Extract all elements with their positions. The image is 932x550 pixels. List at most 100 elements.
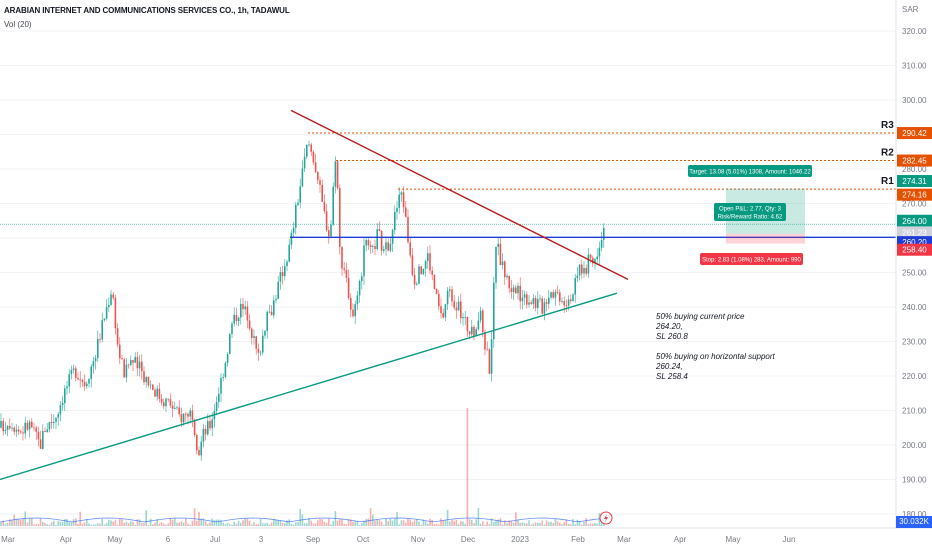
- target-label-text: Target: 13.08 (5.01%) 1308, Amount: 1046…: [689, 170, 811, 176]
- volume-bar-77: [169, 518, 172, 526]
- volume-bar-40: [88, 523, 90, 526]
- volume-bar-241: [530, 524, 532, 526]
- descending-trendline[interactable]: [290, 109, 629, 281]
- entry-price-tag: 261.23: [897, 226, 932, 239]
- volume-bar-18: [39, 518, 42, 526]
- candle-body-113: [248, 320, 251, 329]
- volume-bar-92: [202, 518, 205, 526]
- candle-body-234: [515, 287, 517, 294]
- candle-body-167: [367, 240, 370, 246]
- volume-bar-264: [581, 524, 583, 526]
- current-price-tag-bg: [897, 214, 932, 227]
- candle-body-137: [301, 168, 304, 187]
- volume-bar-273: [600, 519, 603, 526]
- volume-bar-235: [517, 519, 519, 526]
- volume-bar-187: [411, 521, 414, 526]
- candle-body-171: [376, 229, 378, 250]
- candle-body-260: [572, 294, 574, 302]
- time-axis[interactable]: Mar Apr May 6 Jul 3 Sep Oct Nov Dec 2023 Feb Mar Apr M…: [0, 527, 932, 544]
- candle-body-4: [9, 425, 11, 429]
- candle-body-146: [321, 184, 323, 202]
- volume-bar-237: [521, 522, 524, 526]
- candle-body-20: [44, 430, 46, 432]
- volume-bar-127: [279, 520, 282, 526]
- r3-label: R3: [881, 120, 894, 131]
- volume-bar-181: [398, 524, 400, 526]
- volume-bar-236: [519, 523, 521, 526]
- candle-body-214: [471, 326, 473, 335]
- candle-body-152: [334, 161, 337, 187]
- candle-body-222: [488, 349, 491, 374]
- candle-body-111: [244, 306, 246, 310]
- candle-body-80: [176, 407, 178, 409]
- candle-body-148: [325, 211, 328, 231]
- volume-bar-58: [127, 523, 130, 526]
- lightning-icon[interactable]: [599, 511, 613, 525]
- volume-bar-25: [55, 524, 57, 526]
- candle-body-199: [438, 293, 440, 307]
- ascending-trendline[interactable]: [0, 292, 618, 481]
- price-tick-5: 270.00: [902, 200, 927, 209]
- volume-bar-219: [482, 521, 484, 526]
- volume-bar-155: [341, 519, 343, 526]
- chart-title: ARABIAN INTERNET AND COMMUNICATIONS SERV…: [4, 6, 290, 15]
- volume-indicator-label[interactable]: Vol (20): [4, 20, 32, 29]
- candle-body-149: [328, 230, 330, 237]
- volume-bar-239: [526, 523, 528, 526]
- candle-body-226: [497, 243, 499, 247]
- volume-bar-87: [191, 520, 194, 526]
- candle-body-3: [6, 425, 9, 430]
- volume-bar-80: [176, 522, 178, 526]
- candle-body-110: [242, 303, 244, 310]
- long-position-tool[interactable]: Target: 13.08 (5.01%) 1308, Amount: 1046…: [688, 165, 812, 265]
- candle-body-208: [457, 301, 460, 311]
- volume-bar-126: [277, 520, 279, 526]
- entry-price-tag-bg: [897, 226, 932, 239]
- volume-bar-261: [574, 524, 576, 526]
- candle-body-67: [147, 376, 150, 386]
- candle-body-102: [224, 362, 227, 377]
- candle-body-256: [563, 301, 565, 306]
- price-axis[interactable]: SAR 320.00310.00300.00290.00280.00270.00…: [895, 0, 932, 528]
- volume-bar-188: [413, 520, 416, 526]
- volume-bar-36: [79, 511, 81, 526]
- candle-body-34: [75, 368, 77, 378]
- volume-bar-41: [90, 524, 92, 526]
- volume-bar-71: [156, 519, 158, 526]
- candle-body-78: [171, 405, 174, 409]
- volume-bar-59: [130, 521, 132, 526]
- r1-price-tag: 274.16: [897, 188, 932, 201]
- time-tick-7: Oct: [357, 535, 370, 544]
- candle-body-76: [167, 398, 169, 400]
- candle-body-49: [108, 304, 110, 307]
- stop-label: Stop: 2.83 (1.08%) 283, Amount: 990: [700, 253, 803, 265]
- time-tick-0: Mar: [1, 535, 15, 544]
- candle-body-245: [539, 298, 541, 300]
- volume-bar-53: [116, 524, 119, 526]
- volume-bar-106: [233, 521, 235, 526]
- candle-body-81: [178, 407, 180, 415]
- candle-body-147: [323, 201, 326, 212]
- candle-body-44: [97, 339, 99, 358]
- candle-body-211: [464, 316, 466, 318]
- volume-bar-67: [147, 524, 150, 526]
- volume-bar-118: [259, 519, 262, 526]
- volume-bar-70: [154, 522, 156, 526]
- candle-body-108: [237, 317, 240, 322]
- volume-bar-4: [9, 519, 11, 526]
- candle-body-26: [57, 414, 59, 418]
- volume-bar-224: [493, 521, 495, 526]
- candle-body-223: [490, 339, 493, 374]
- candle-body-29: [64, 388, 66, 404]
- candle-body-184: [405, 207, 407, 217]
- candle-body-19: [42, 430, 44, 449]
- candle-body-201: [442, 313, 444, 318]
- target-price-tag-text: 274.31: [902, 177, 927, 186]
- candle-body-51: [112, 294, 114, 298]
- volume-bar-156: [343, 523, 345, 526]
- volume-bar-88: [193, 508, 196, 526]
- volume-bar-209: [460, 521, 462, 526]
- candle-body-236: [519, 285, 521, 302]
- candle-body-93: [204, 428, 207, 435]
